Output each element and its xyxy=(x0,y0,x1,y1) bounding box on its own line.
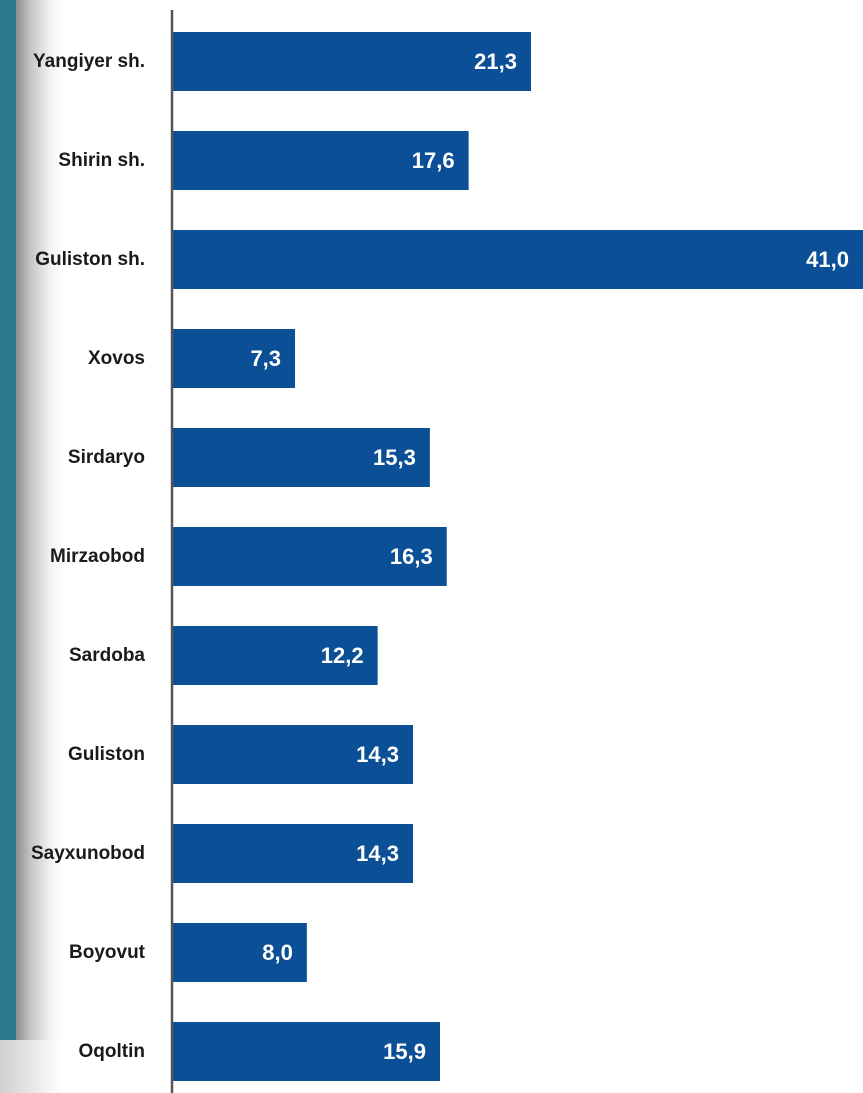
category-label: Xovos xyxy=(88,348,145,369)
category-label: Oqoltin xyxy=(79,1041,145,1062)
value-label: 15,3 xyxy=(373,445,416,470)
category-label: Mirzaobod xyxy=(50,546,145,567)
left-panel-shadow xyxy=(16,0,62,1093)
bar xyxy=(172,1022,440,1081)
value-label: 16,3 xyxy=(390,544,433,569)
bar xyxy=(172,824,414,883)
value-label: 21,3 xyxy=(474,49,517,74)
category-label: Guliston xyxy=(68,744,145,765)
category-label: Sardoba xyxy=(69,645,145,666)
value-label: 8,0 xyxy=(262,940,293,965)
category-label: Shirin sh. xyxy=(58,150,145,171)
left-accent-panel xyxy=(0,0,16,1093)
bar xyxy=(172,527,447,586)
left-panel-foot xyxy=(0,1040,62,1093)
bar xyxy=(172,131,469,190)
category-label: Sirdaryo xyxy=(68,447,145,468)
value-label: 17,6 xyxy=(412,148,455,173)
value-label: 12,2 xyxy=(321,643,364,668)
category-label: Guliston sh. xyxy=(35,249,145,270)
value-labels-group: 21,3 17,6 41,0 7,3 15,3 16,3 12,2 14,3 14,3 8,0 15… xyxy=(250,49,849,1064)
value-label: 7,3 xyxy=(250,346,281,371)
value-label: 14,3 xyxy=(356,841,399,866)
bar xyxy=(172,923,307,982)
category-label: Sayxunobod xyxy=(31,843,145,864)
category-label: Boyovut xyxy=(69,942,146,963)
bar xyxy=(172,725,414,784)
value-label: 15,9 xyxy=(383,1039,426,1064)
category-labels-group: Yangiyer sh. Shirin sh. Guliston sh. Xovos S… xyxy=(31,51,146,1062)
bar xyxy=(172,230,863,289)
category-label: Yangiyer sh. xyxy=(33,51,145,72)
value-label: 41,0 xyxy=(806,247,849,272)
bar xyxy=(172,626,378,685)
bar xyxy=(172,428,430,487)
value-label: 14,3 xyxy=(356,742,399,767)
bar xyxy=(172,32,531,91)
bars-group xyxy=(172,32,863,1081)
bar xyxy=(172,329,296,388)
